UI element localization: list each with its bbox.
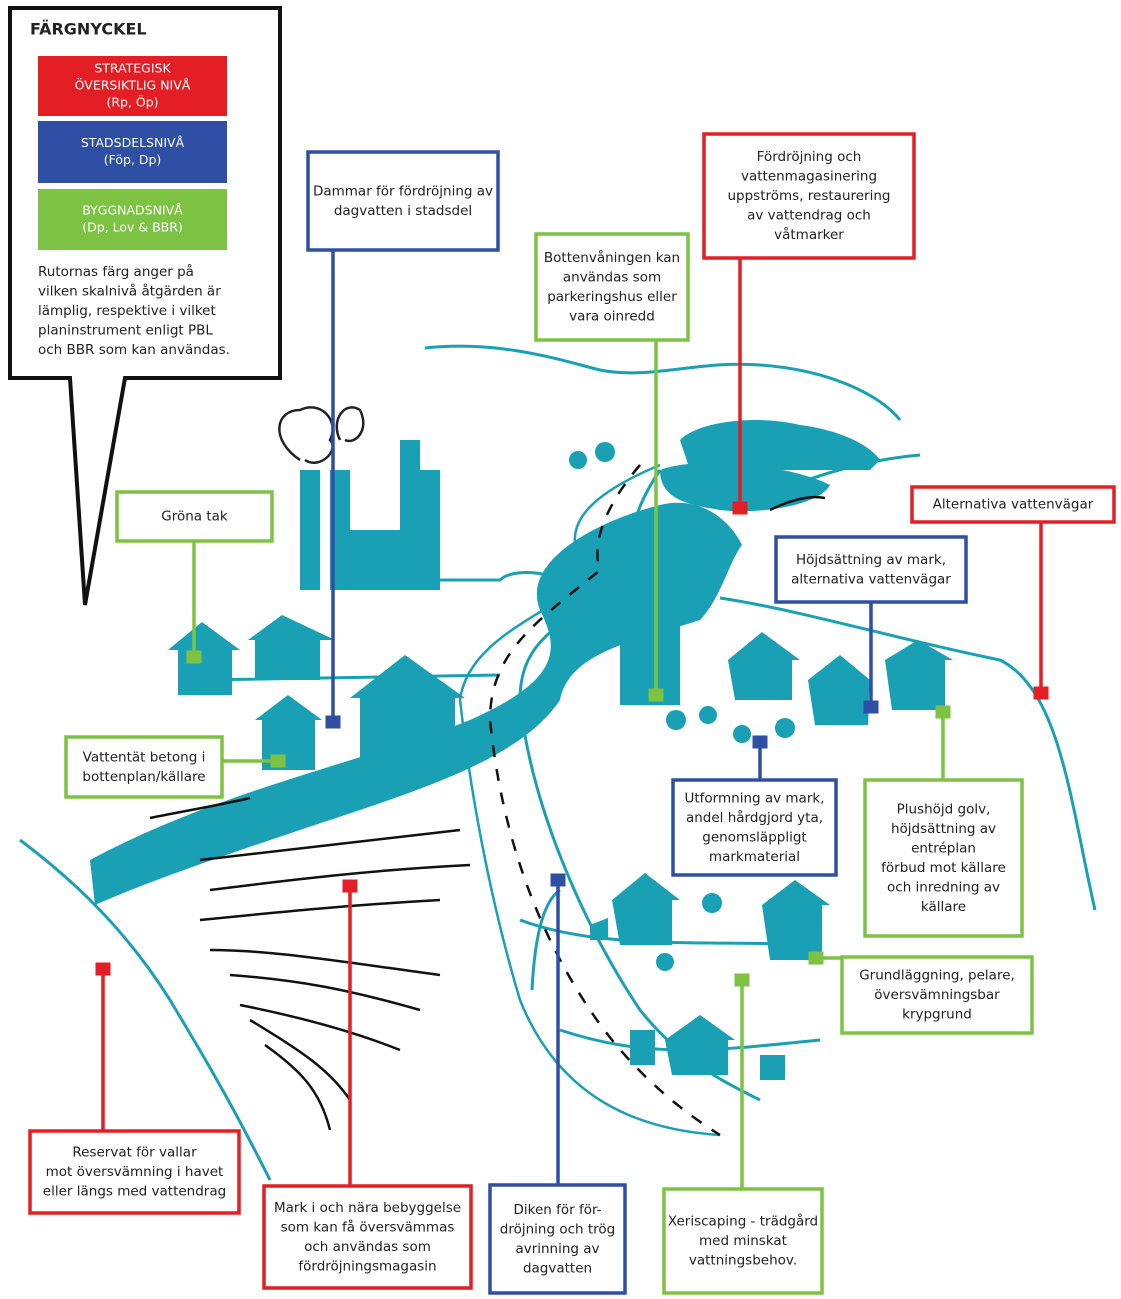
callout-text: uppströms, restaurering [727,188,890,204]
legend-note: och BBR som kan användas. [38,342,230,358]
callout-text: Dammar för fördröjning av [313,183,493,199]
callout-text: Diken för för- [513,1202,601,1218]
callout-text: förbud mot källare [881,860,1006,876]
marker [733,502,747,514]
legend-label: (Rp, Öp) [106,94,158,110]
legend-label: (Föp, Dp) [104,152,162,167]
callout-text: vattningsbehov. [689,1253,797,1269]
callout-text: dagvatten i stadsdel [334,203,472,219]
callout-text: andel hårdgjord yta, [686,809,823,826]
callout-text: eller längs med vattendrag [43,1184,226,1200]
callout-box [66,737,222,797]
callout-text: mot översvämning i havet [46,1164,224,1180]
callout-text: våtmarker [774,226,844,243]
legend-label: STRATEGISK [94,61,171,76]
marker [326,716,340,728]
marker [271,755,285,767]
callout-text: Höjdsättning av mark, [796,552,946,568]
callout-text: Bottenvåningen kan [544,249,680,266]
callout-text: Utformning av mark, [684,790,824,806]
callout-text: bottenplan/källare [82,769,205,785]
legend-note: Rutornas färg anger på [38,263,194,280]
callout-text: och användas som [304,1239,431,1255]
callout-text: entréplan [911,840,976,856]
callout-text: Plushöjd golv, [897,801,991,817]
marker [649,689,663,701]
callout-text: av vattendrag och [747,208,871,224]
marker [753,736,767,748]
callout-text: dröjning och trög [500,1221,615,1237]
legend-note: vilken skalnivå åtgärden är [38,283,221,300]
callout-text: Alternativa vattenvägar [933,497,1094,513]
callout-text: med minskat [699,1233,787,1249]
callout-text: parkeringshus eller [547,289,677,305]
marker [864,701,878,713]
marker [551,874,565,886]
marker [936,706,950,718]
callout-text: avrinning av [515,1241,599,1257]
callout-text: genomsläppligt [702,829,806,845]
callout-text: Vattentät betong i [83,749,206,765]
marker [809,952,823,964]
callout-text: Reservat för vallar [72,1145,197,1161]
callout-text: fördröjningsmagasin [298,1258,436,1274]
marker [1034,687,1048,699]
callout-text: vattenmagasinering [741,169,877,185]
legend-title: FÄRGNYCKEL [30,20,147,39]
callout-text: Fördröjning och [757,149,862,165]
callout-text: vara oinredd [569,308,655,324]
callout-text: användas som [563,269,661,285]
callout-box [776,537,966,602]
callout-box [308,152,498,250]
callout-text: och inredning av [887,879,1000,895]
marker [343,880,357,892]
legend-label: STADSDELSNIVÅ [81,135,185,150]
callout-text: krypgrund [902,1007,972,1023]
callout-text: dagvatten [523,1260,592,1276]
legend-label: BYGGNADSNIVÅ [82,203,183,218]
callout-text: alternativa vattenvägar [791,571,951,587]
callout-text: som kan få översvämmas [281,1218,455,1235]
legend-label: (Dp, Lov & BBR) [82,220,183,235]
callout-text: Xeriscaping - trädgård [668,1213,818,1230]
marker [96,963,110,975]
legend-label: ÖVERSIKTLIG NIVÅ [75,77,191,93]
marker [735,974,749,986]
callout-text: Mark i och nära bebyggelse [274,1200,461,1216]
callout-text: Gröna tak [161,509,228,525]
legend-note: lämplig, respektive i vilket [38,303,216,319]
diagram: FÄRGNYCKEL STRATEGISKÖVERSIKTLIG NIVÅ(Rp… [0,0,1121,1299]
callout-text: källare [921,899,966,915]
callout-text: markmaterial [709,849,800,865]
callout-text: Grundläggning, pelare, [859,968,1015,984]
callout-text: översvämningsbar [874,987,1000,1003]
callout-text: höjdsättning av [891,821,996,837]
legend-note: planinstrument enligt PBL [38,323,213,339]
marker [187,651,201,663]
